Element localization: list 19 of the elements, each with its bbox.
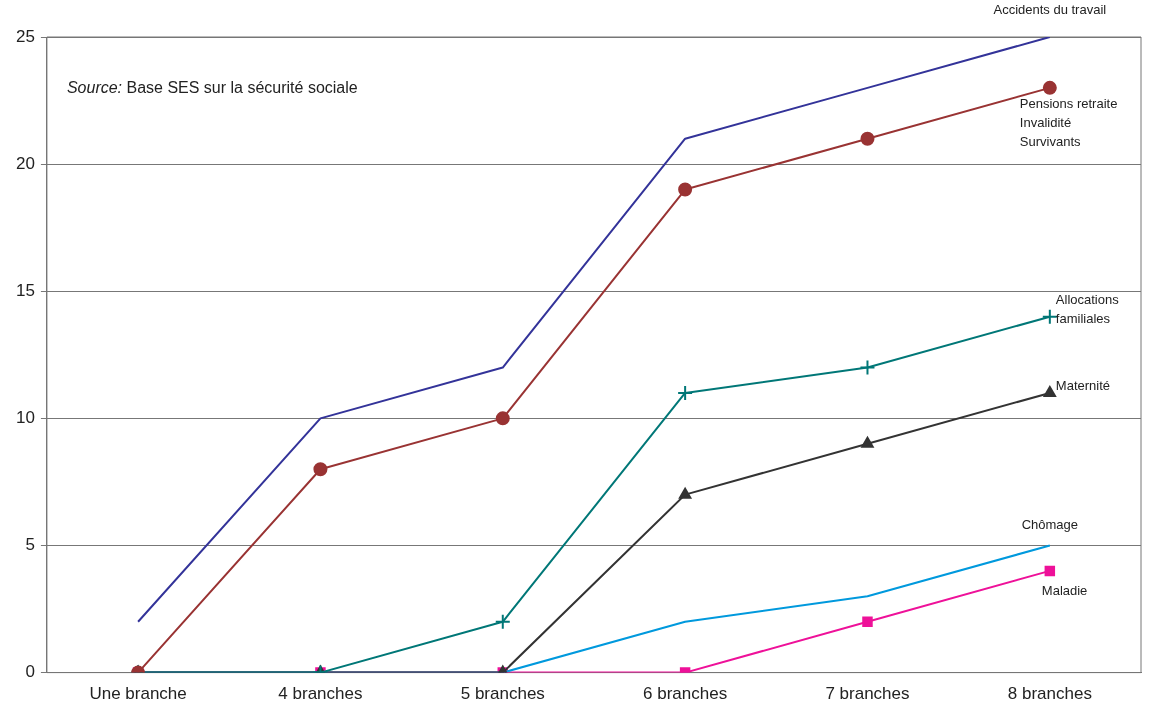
x-tick-label: 4 branches (278, 684, 363, 704)
y-tick-label: 5 (25, 535, 35, 555)
x-tick-label: 6 branches (643, 684, 728, 704)
y-tick-label: 10 (15, 408, 35, 428)
y-tick-label: 15 (15, 280, 35, 300)
series-label: Pensions retraite Invalidité Survivants (1019, 95, 1118, 149)
series-label: Allocations familiales (1055, 291, 1120, 326)
x-tick-label: 8 branches (1007, 684, 1092, 704)
y-tick-label: 20 (15, 153, 35, 173)
annotation: Source: Base SES sur la sécurité sociale (66, 79, 358, 97)
series-label: Maladie (1041, 582, 1088, 598)
x-tick-label: 5 branches (460, 684, 545, 704)
y-tick-label: 0 (25, 662, 35, 682)
series-label: Chômage (1021, 516, 1079, 532)
x-tick-label: Une branche (89, 684, 187, 704)
y-tick-label: 25 (15, 26, 35, 46)
text: Accidents du travail (993, 2, 1107, 18)
series-label: Maternité (1055, 377, 1111, 393)
x-tick-label: 7 branches (825, 684, 910, 704)
